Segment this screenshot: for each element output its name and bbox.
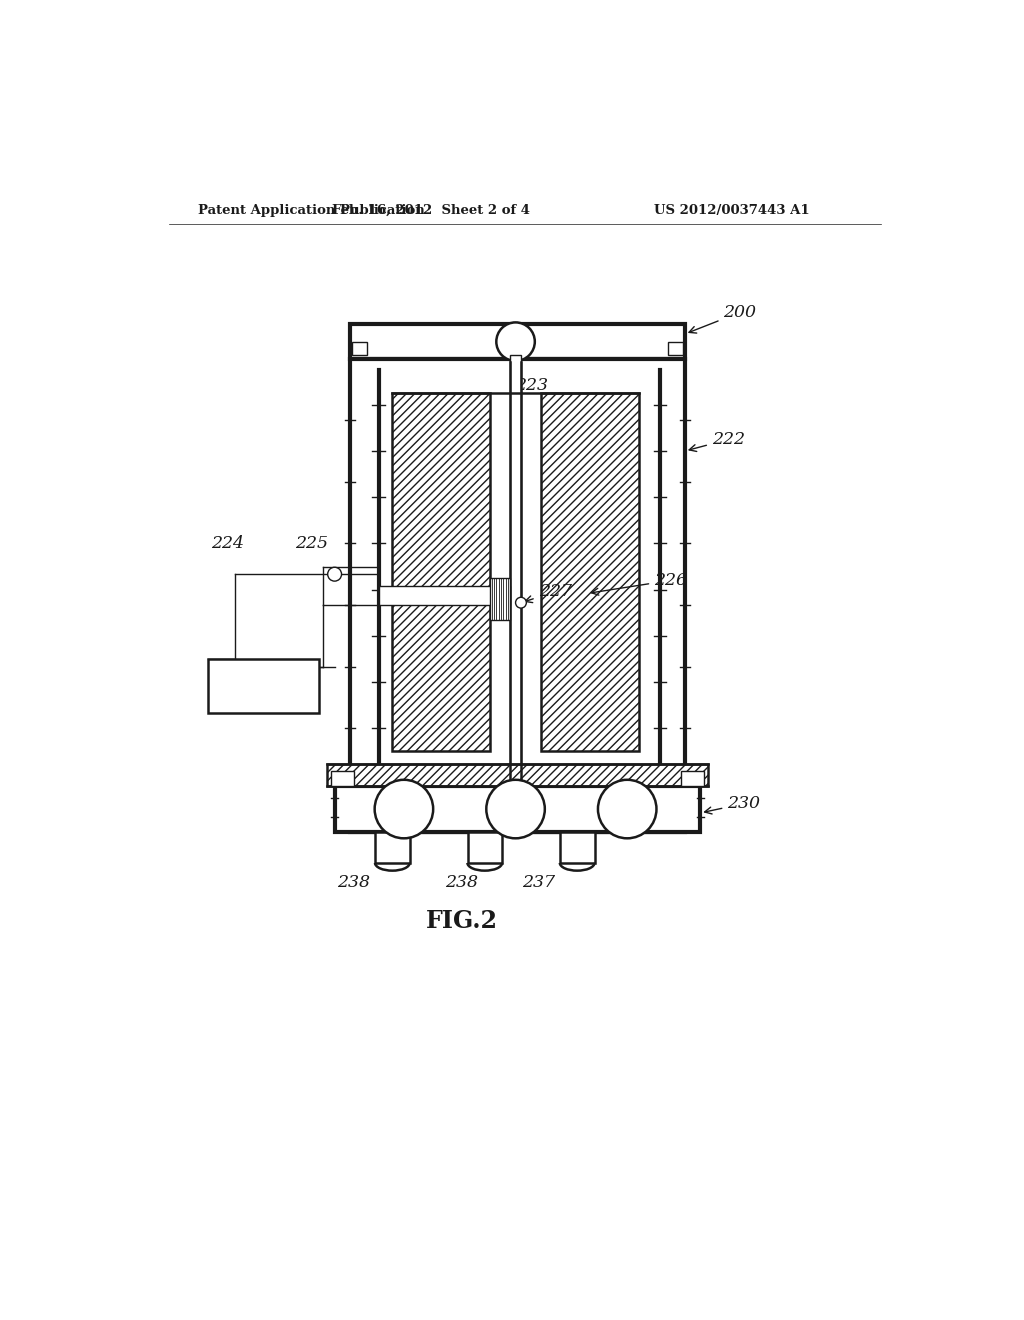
Bar bbox=[376, 832, 410, 863]
Circle shape bbox=[598, 780, 656, 838]
Text: 200: 200 bbox=[689, 304, 757, 333]
Text: 227: 227 bbox=[525, 583, 571, 603]
Text: 223: 223 bbox=[515, 378, 549, 395]
Text: 237: 237 bbox=[522, 874, 555, 891]
Text: 224: 224 bbox=[212, 535, 245, 552]
Circle shape bbox=[497, 322, 535, 360]
Circle shape bbox=[328, 568, 342, 581]
Text: 226: 226 bbox=[592, 572, 687, 595]
Text: 225: 225 bbox=[295, 535, 328, 552]
Bar bbox=[331, 771, 354, 785]
Bar bbox=[392, 393, 490, 751]
Bar bbox=[541, 393, 639, 751]
Bar bbox=[208, 659, 319, 713]
Bar bbox=[668, 342, 683, 355]
Text: 238: 238 bbox=[337, 874, 371, 891]
Bar bbox=[335, 785, 700, 832]
Circle shape bbox=[375, 780, 433, 838]
Bar bbox=[560, 832, 595, 863]
Circle shape bbox=[486, 780, 545, 838]
Text: Patent Application Publication: Patent Application Publication bbox=[199, 205, 425, 218]
Text: 230: 230 bbox=[705, 795, 760, 814]
Circle shape bbox=[515, 597, 526, 609]
Bar bbox=[350, 323, 685, 359]
Bar bbox=[510, 355, 521, 829]
Text: Feb. 16, 2012  Sheet 2 of 4: Feb. 16, 2012 Sheet 2 of 4 bbox=[332, 205, 529, 218]
Bar bbox=[490, 578, 510, 620]
Text: 238: 238 bbox=[445, 874, 478, 891]
Bar bbox=[681, 771, 705, 785]
Text: 222: 222 bbox=[689, 430, 744, 451]
Bar bbox=[350, 359, 685, 832]
Bar bbox=[379, 586, 510, 605]
Text: 225: 225 bbox=[238, 659, 270, 675]
Text: FIG.2: FIG.2 bbox=[426, 908, 498, 933]
Bar bbox=[327, 763, 708, 785]
Text: US 2012/0037443 A1: US 2012/0037443 A1 bbox=[654, 205, 810, 218]
Bar bbox=[468, 832, 503, 863]
Bar bbox=[351, 342, 367, 355]
